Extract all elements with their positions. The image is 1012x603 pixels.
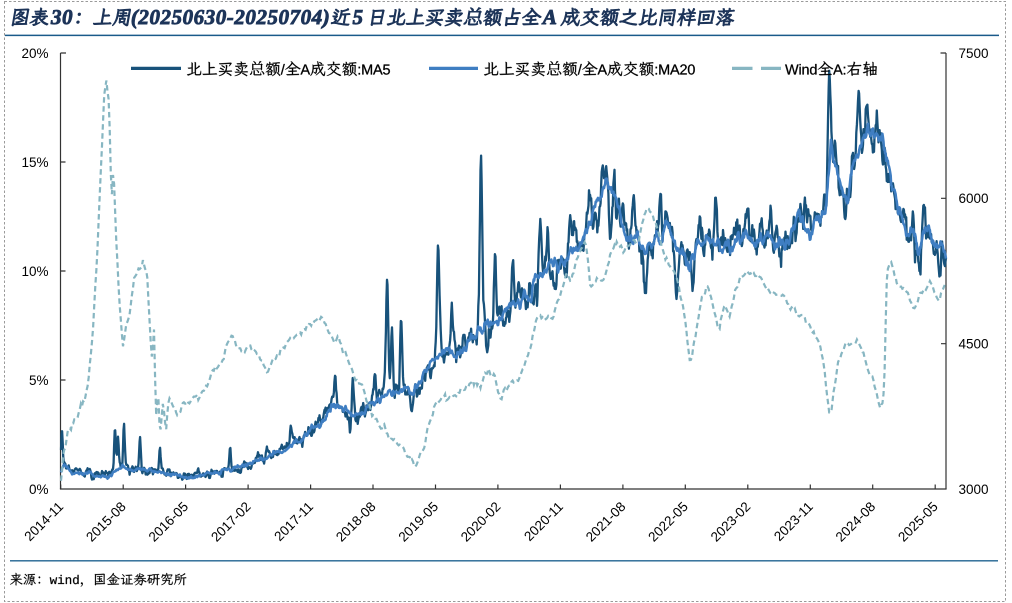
svg-text:2017-02: 2017-02 bbox=[208, 499, 254, 545]
svg-text:3000: 3000 bbox=[959, 482, 989, 497]
svg-text:2020-11: 2020-11 bbox=[521, 499, 566, 544]
svg-text:2020-02: 2020-02 bbox=[458, 499, 504, 545]
svg-text:7500: 7500 bbox=[959, 46, 989, 61]
svg-text:2018-08: 2018-08 bbox=[333, 499, 379, 545]
svg-text:2015-08: 2015-08 bbox=[83, 499, 129, 545]
svg-text:2025-05: 2025-05 bbox=[895, 499, 941, 545]
svg-text:2017-11: 2017-11 bbox=[271, 499, 316, 544]
svg-text:2022-05: 2022-05 bbox=[645, 499, 691, 545]
svg-text:10%: 10% bbox=[21, 264, 48, 279]
svg-text:20%: 20% bbox=[21, 46, 48, 61]
svg-text:15%: 15% bbox=[21, 155, 48, 170]
svg-text:2014-11: 2014-11 bbox=[21, 499, 66, 544]
svg-text:2023-11: 2023-11 bbox=[771, 499, 816, 544]
svg-text:6000: 6000 bbox=[959, 191, 989, 206]
svg-text:5%: 5% bbox=[29, 373, 49, 388]
svg-text:2019-05: 2019-05 bbox=[395, 499, 441, 545]
svg-text:2016-05: 2016-05 bbox=[146, 499, 192, 545]
svg-text:4500: 4500 bbox=[959, 337, 989, 352]
svg-text:2024-08: 2024-08 bbox=[833, 499, 879, 545]
svg-text:2023-02: 2023-02 bbox=[708, 499, 754, 545]
svg-text:2021-08: 2021-08 bbox=[583, 499, 629, 545]
svg-text:0%: 0% bbox=[29, 482, 49, 497]
